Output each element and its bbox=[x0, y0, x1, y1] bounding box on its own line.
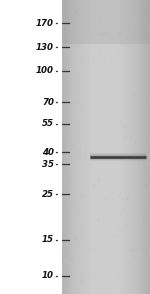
Bar bbox=[72, 0, 138, 294]
Bar bbox=[70, 0, 140, 294]
Bar bbox=[64, 0, 146, 294]
Text: 170: 170 bbox=[36, 19, 54, 28]
Text: 25: 25 bbox=[42, 190, 54, 199]
Bar bbox=[68, 0, 142, 294]
Text: 15: 15 bbox=[42, 235, 54, 244]
Bar bbox=[76, 0, 134, 294]
Bar bbox=[60, 0, 150, 44]
Text: 100: 100 bbox=[36, 66, 54, 75]
Bar bbox=[74, 0, 136, 294]
Bar bbox=[84, 0, 126, 294]
Bar bbox=[60, 0, 150, 294]
Bar bbox=[78, 0, 132, 294]
Bar bbox=[85, 0, 124, 294]
Text: 35: 35 bbox=[42, 160, 54, 169]
Bar bbox=[80, 0, 130, 294]
Bar bbox=[87, 0, 123, 294]
Bar bbox=[75, 0, 135, 294]
Bar bbox=[92, 0, 118, 294]
Bar bbox=[69, 0, 141, 294]
Text: 55: 55 bbox=[42, 119, 54, 128]
Bar bbox=[81, 0, 129, 294]
Text: 40: 40 bbox=[42, 148, 54, 157]
Text: 130: 130 bbox=[36, 43, 54, 52]
Text: 70: 70 bbox=[42, 98, 54, 107]
Bar bbox=[66, 0, 144, 294]
Bar bbox=[63, 0, 147, 294]
Bar bbox=[88, 0, 122, 294]
Text: 10: 10 bbox=[42, 271, 54, 280]
Bar bbox=[82, 0, 128, 294]
Bar bbox=[90, 0, 120, 294]
